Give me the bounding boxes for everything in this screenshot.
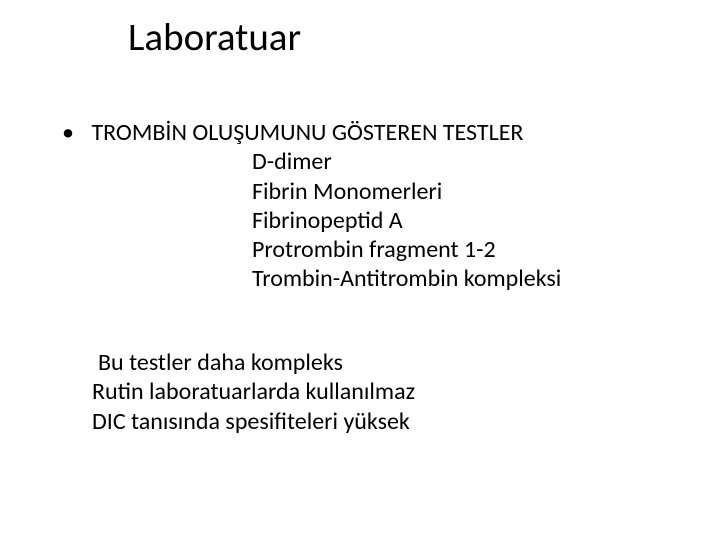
list-item: Protrombin fragment 1-2 <box>252 235 561 264</box>
list-item: Trombin-Antitrombin kompleksi <box>252 264 561 293</box>
section1-heading: TROMBİN OLUŞUMUNU GÖSTEREN TESTLER <box>91 118 523 147</box>
list-item: D-dimer <box>252 147 561 176</box>
section2-line: DIC tanısında spesifiteleri yüksek <box>92 407 415 436</box>
section2-line: Rutin laboratuarlarda kullanılmaz <box>92 377 415 406</box>
bullet-line: • TROMBİN OLUŞUMUNU GÖSTEREN TESTLER <box>62 118 561 147</box>
section2-line: Bu testler daha kompleks <box>98 348 415 377</box>
section1-items: D-dimer Fibrin Monomerleri Fibrinopeptid… <box>252 147 561 293</box>
body-section-1: • TROMBİN OLUŞUMUNU GÖSTEREN TESTLER D-d… <box>62 118 561 294</box>
slide-title: Laboratuar <box>128 14 301 61</box>
bullet-dot-icon: • <box>62 118 86 147</box>
body-section-2: Bu testler daha kompleks Rutin laboratua… <box>92 348 415 436</box>
list-item: Fibrin Monomerleri <box>252 177 561 206</box>
slide: Laboratuar • TROMBİN OLUŞUMUNU GÖSTEREN … <box>0 0 720 540</box>
list-item: Fibrinopeptid A <box>252 206 561 235</box>
